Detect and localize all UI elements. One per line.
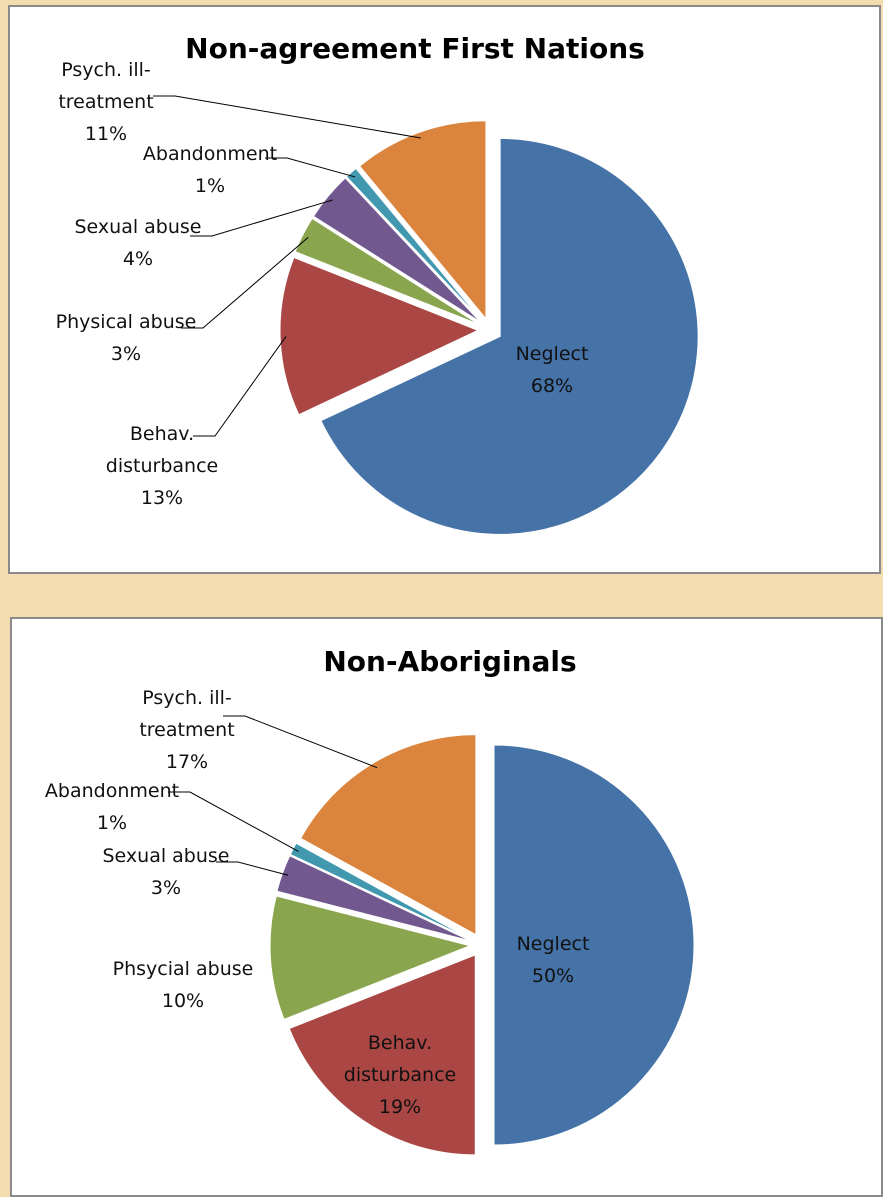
value-label: 50%	[531, 965, 575, 987]
leader-line	[223, 715, 378, 769]
slice-label: Neglect 68%	[477, 338, 627, 402]
value-label: 17%	[165, 751, 209, 773]
value-label: 1%	[96, 812, 128, 834]
chart-title: Non-Aboriginals	[323, 645, 577, 678]
slice-label: Physical abuse 3%	[51, 306, 201, 370]
slice-label: Abandonment 1%	[37, 775, 187, 839]
slice-label: Phsycial abuse 10%	[108, 953, 258, 1017]
slice-label: Sexual abuse 4%	[63, 211, 213, 275]
pie-slice	[294, 217, 480, 326]
leader-line	[216, 861, 289, 876]
pie-slice	[493, 744, 695, 1146]
value-label: 13%	[140, 487, 184, 509]
pie-slice	[299, 734, 477, 936]
leader-line	[181, 236, 309, 329]
slice-label: Psych. ill-treatment 11%	[31, 54, 181, 150]
leader-line	[168, 791, 299, 852]
category-label: Abandonment	[142, 143, 278, 165]
slice-label: Sexual abuse 3%	[91, 840, 241, 904]
slice-label: Abandonment 1%	[135, 138, 285, 202]
value-label: 3%	[110, 343, 142, 365]
leader-line	[193, 336, 287, 437]
slice-label: Behav. disturbance 19%	[325, 1027, 475, 1123]
chart-title: Non-agreement First Nations	[185, 32, 645, 65]
category-label: Sexual abuse	[74, 216, 202, 238]
category-label: Behav. disturbance	[343, 1032, 457, 1086]
pie-slice	[320, 137, 699, 535]
category-label: Sexual abuse	[102, 845, 230, 867]
leader-line	[190, 199, 333, 237]
value-label: 10%	[161, 990, 205, 1012]
slice-label: Behav. disturbance 13%	[87, 418, 237, 514]
category-label: Abandonment	[44, 780, 180, 802]
pie-slice	[279, 256, 480, 416]
value-label: 68%	[530, 375, 574, 397]
pie-slice	[345, 167, 483, 322]
pie-slice	[288, 954, 476, 1156]
value-label: 11%	[84, 123, 128, 145]
category-label: Neglect	[516, 933, 590, 955]
category-label: Psych. ill-treatment	[139, 687, 235, 741]
pie-slice	[276, 855, 471, 942]
category-label: Physical abuse	[55, 311, 197, 333]
category-label: Psych. ill-treatment	[58, 59, 154, 113]
pie-slice	[359, 120, 487, 321]
pie-slice	[269, 895, 472, 1021]
value-label: 3%	[150, 877, 182, 899]
leader-line	[265, 157, 356, 178]
category-label: Phsycial abuse	[112, 958, 254, 980]
leader-line	[153, 95, 421, 139]
category-label: Neglect	[515, 343, 589, 365]
value-label: 1%	[194, 175, 226, 197]
pie-slice	[312, 177, 482, 323]
slice-label: Psych. ill-treatment 17%	[112, 682, 262, 778]
value-label: 4%	[122, 248, 154, 270]
value-label: 19%	[378, 1096, 422, 1118]
category-label: Behav. disturbance	[105, 423, 219, 477]
slice-label: Neglect 50%	[478, 928, 628, 992]
